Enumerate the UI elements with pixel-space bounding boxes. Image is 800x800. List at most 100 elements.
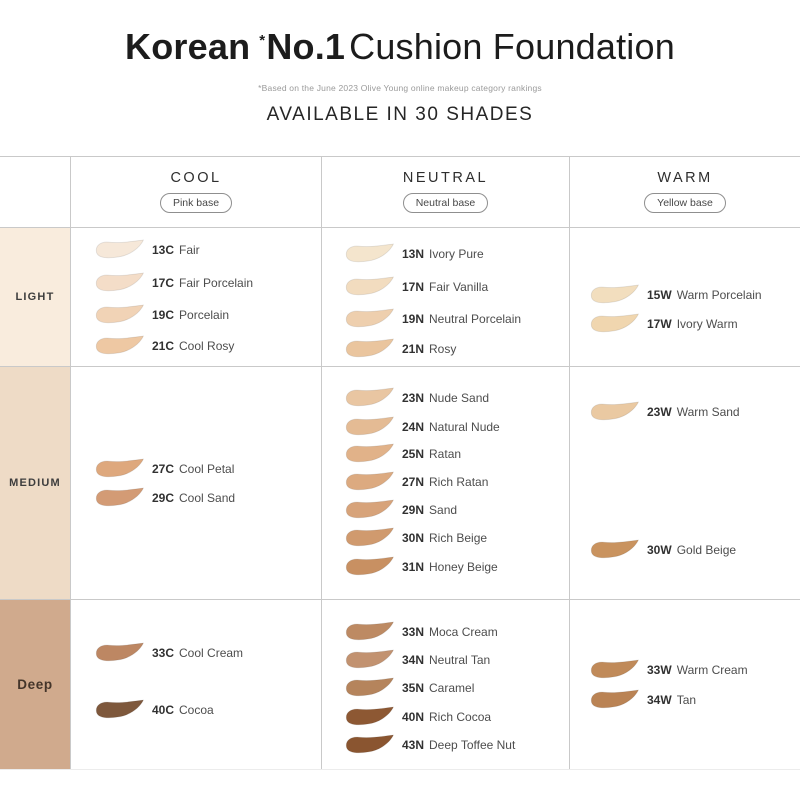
shade-name: Warm Porcelain xyxy=(676,288,762,302)
shade-item: 25N Ratan xyxy=(344,441,461,467)
shade-item: 13C Fair xyxy=(94,237,200,263)
swatch-smear-icon xyxy=(345,649,395,669)
cell-warm-light: 15W Warm Porcelain 17W Ivory Warm xyxy=(569,227,800,366)
shade-code: 17C xyxy=(152,276,175,290)
shade-item: 21N Rosy xyxy=(344,336,456,362)
swatch-smear-icon xyxy=(345,276,395,296)
base-pill-cool: Pink base xyxy=(159,192,233,213)
page-title: Korean *No.1 Cushion Foundation xyxy=(0,27,800,67)
shade-item: 27C Cool Petal xyxy=(94,456,234,482)
swatch-smear-icon xyxy=(95,335,145,355)
shade-code: 30W xyxy=(647,543,672,557)
swatch-smear-icon xyxy=(345,338,395,358)
shade-item: 13N Ivory Pure xyxy=(344,241,484,267)
shade-code: 17N xyxy=(402,280,425,294)
shade-name: Fair xyxy=(179,243,200,257)
cell-cool-medium: 27C Cool Petal 29C Cool Sand xyxy=(70,366,321,599)
shade-table: COOL Pink base NEUTRAL Neutral base WARM… xyxy=(0,156,800,770)
swatch-smear-icon xyxy=(590,284,640,304)
shade-name: Moca Cream xyxy=(429,625,498,639)
shade-name: Sand xyxy=(429,503,458,517)
swatch-smear-icon xyxy=(345,527,395,547)
swatch-smear-icon xyxy=(590,659,640,679)
swatch-smear-icon xyxy=(345,677,395,697)
shade-item: 17C Fair Porcelain xyxy=(94,270,253,296)
shade-code: 13N xyxy=(402,247,425,261)
shade-name: Gold Beige xyxy=(676,543,737,557)
shade-code: 23W xyxy=(647,405,672,419)
shade-code: 21C xyxy=(152,339,175,353)
shade-item: 43N Deep Toffee Nut xyxy=(344,732,515,758)
row-label-text: LIGHT xyxy=(15,291,55,303)
shade-code: 24N xyxy=(402,420,425,434)
swatch-smear-icon xyxy=(345,734,395,754)
swatch-smear-icon xyxy=(345,387,395,407)
cell-warm-deep: 33W Warm Cream 34W Tan xyxy=(569,599,800,769)
swatch-smear-icon xyxy=(345,416,395,436)
shade-code: 19N xyxy=(402,312,425,326)
shade-item: 17W Ivory Warm xyxy=(589,311,738,337)
cell-cool-deep: 33C Cool Cream 40C Cocoa xyxy=(70,599,321,769)
swatch-smear-icon xyxy=(95,239,145,259)
shade-item: 23N Nude Sand xyxy=(344,385,489,411)
shade-name: Warm Cream xyxy=(676,663,748,677)
title-brand: Korean xyxy=(125,26,251,67)
shade-name: Rosy xyxy=(429,342,457,356)
base-pill-neutral: Neutral base xyxy=(402,192,489,213)
shade-item: 17N Fair Vanilla xyxy=(344,274,488,300)
shade-code: 34N xyxy=(402,653,425,667)
swatch-smear-icon xyxy=(345,443,395,463)
shade-code: 29C xyxy=(152,491,175,505)
shade-item: 40N Rich Cocoa xyxy=(344,704,491,730)
shade-code: 15W xyxy=(647,288,672,302)
shade-item: 29C Cool Sand xyxy=(94,485,235,511)
shade-code: 27C xyxy=(152,462,175,476)
shade-item: 31N Honey Beige xyxy=(344,554,498,580)
column-label: WARM xyxy=(657,169,713,186)
swatch-smear-icon xyxy=(95,699,145,719)
swatch-smear-icon xyxy=(345,308,395,328)
row-label-text: MEDIUM xyxy=(9,477,61,489)
shade-name: Rich Ratan xyxy=(429,475,489,489)
shade-name: Cool Sand xyxy=(179,491,236,505)
shade-name: Rich Beige xyxy=(429,531,488,545)
shade-item: 33W Warm Cream xyxy=(589,657,748,683)
swatch-smear-icon xyxy=(95,272,145,292)
base-pill-warm: Yellow base xyxy=(644,192,726,213)
shade-item: 23W Warm Sand xyxy=(589,399,740,425)
column-header-cool: COOL Pink base xyxy=(70,157,321,227)
header-corner-cell xyxy=(0,157,70,227)
shade-code: 33N xyxy=(402,625,425,639)
shade-name: Cool Petal xyxy=(179,462,235,476)
disclaimer-text: *Based on the June 2023 Olive Young onli… xyxy=(258,83,542,93)
shade-code: 23N xyxy=(402,391,425,405)
swatch-smear-icon xyxy=(590,689,640,709)
cell-cool-light: 13C Fair 17C Fair Porcelain 19C Porcelain 2… xyxy=(70,227,321,366)
swatch-smear-icon xyxy=(590,313,640,333)
column-label: COOL xyxy=(170,169,222,186)
swatch-smear-icon xyxy=(345,706,395,726)
shade-name: Neutral Porcelain xyxy=(429,312,522,326)
shade-name: Natural Nude xyxy=(429,420,500,434)
shade-code: 25N xyxy=(402,447,425,461)
swatch-smear-icon xyxy=(345,243,395,263)
shade-code: 31N xyxy=(402,560,425,574)
shade-item: 35N Caramel xyxy=(344,675,474,701)
shade-item: 15W Warm Porcelain xyxy=(589,282,762,308)
swatch-smear-icon xyxy=(345,499,395,519)
swatch-smear-icon xyxy=(95,487,145,507)
shade-code: 30N xyxy=(402,531,425,545)
cell-warm-medium: 23W Warm Sand 30W Gold Beige xyxy=(569,366,800,599)
shade-code: 17W xyxy=(647,317,672,331)
shade-code: 13C xyxy=(152,243,175,257)
swatch-smear-icon xyxy=(590,539,640,559)
shade-code: 29N xyxy=(402,503,425,517)
row-label-medium: MEDIUM xyxy=(0,366,70,599)
title-rest: Cushion Foundation xyxy=(349,26,675,67)
swatch-smear-icon xyxy=(345,556,395,576)
shade-code: 34W xyxy=(647,693,672,707)
shade-code: 27N xyxy=(402,475,425,489)
shade-name: Cool Cream xyxy=(179,646,244,660)
swatch-smear-icon xyxy=(345,621,395,641)
